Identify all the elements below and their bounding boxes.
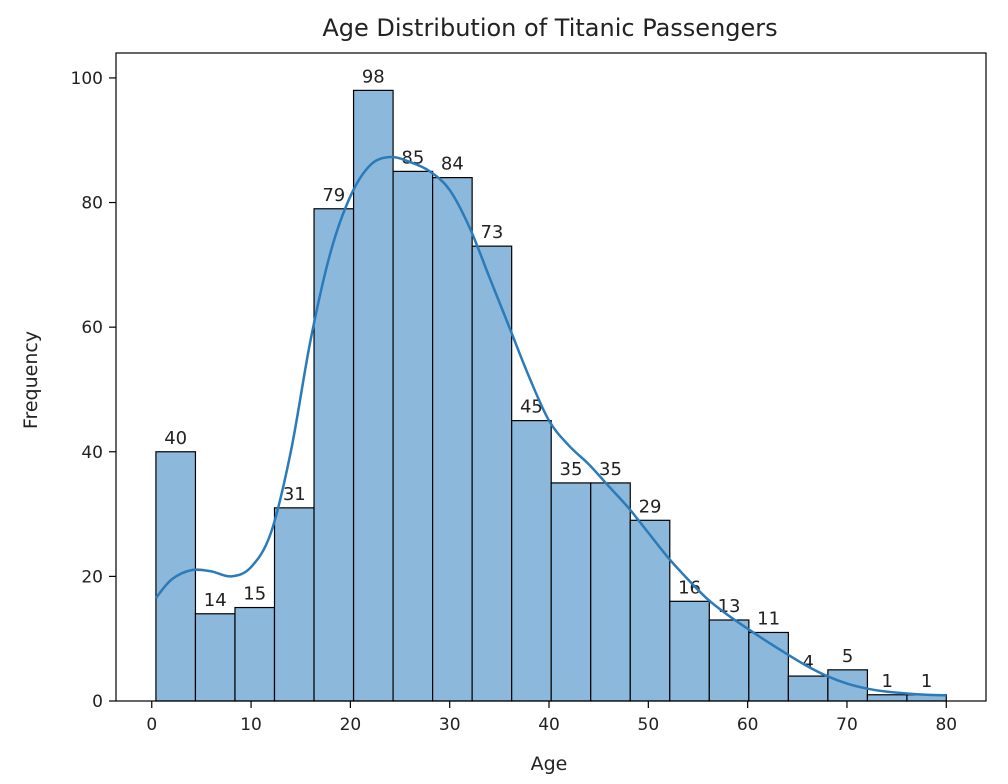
bar-value-label: 4 xyxy=(802,652,813,673)
bar-value-label: 31 xyxy=(283,484,306,505)
histogram-bar xyxy=(234,606,276,702)
bar-value-label: 98 xyxy=(362,66,385,87)
histogram-bar xyxy=(471,245,513,702)
histogram-bar xyxy=(550,482,592,702)
histogram-bar xyxy=(392,170,434,702)
x-tick-label: 40 xyxy=(538,715,560,735)
bar-value-label: 79 xyxy=(322,185,345,206)
y-axis-ticks: 0 20 40 60 80 100 xyxy=(71,69,116,712)
y-tick-label: 0 xyxy=(92,692,103,712)
histogram-bar xyxy=(669,600,710,702)
x-tick-label: 60 xyxy=(737,715,759,735)
y-tick-label: 100 xyxy=(71,69,103,89)
bar-value-label: 5 xyxy=(842,646,853,667)
y-tick-label: 40 xyxy=(81,443,103,463)
histogram-bar xyxy=(787,675,829,702)
bar-value-label: 14 xyxy=(204,590,227,611)
histogram-bar xyxy=(273,507,315,702)
histogram-bar xyxy=(432,177,473,702)
histogram-bar xyxy=(511,420,552,702)
chart-title: Age Distribution of Titanic Passengers xyxy=(322,14,777,42)
bar-value-label: 16 xyxy=(678,577,701,598)
plot-frame xyxy=(115,52,987,702)
histogram-bar xyxy=(313,208,355,702)
y-tick-label: 80 xyxy=(81,194,103,214)
x-tick-label: 80 xyxy=(935,715,957,735)
x-tick-label: 50 xyxy=(638,715,660,735)
histogram-bar xyxy=(827,669,869,702)
histogram-bar xyxy=(629,519,671,702)
x-axis-ticks: 0 10 20 30 40 50 60 70 80 xyxy=(146,701,957,735)
bar-value-label: 1 xyxy=(921,671,932,692)
bars-group xyxy=(155,89,947,702)
y-tick-label: 20 xyxy=(81,567,103,587)
bar-value-label: 15 xyxy=(243,584,266,605)
histogram-bar xyxy=(866,694,908,702)
bar-value-label: 45 xyxy=(520,397,543,418)
histogram-bar xyxy=(352,89,394,702)
x-axis-label: Age xyxy=(531,753,568,775)
bar-value-label: 29 xyxy=(639,496,662,517)
bar-value-label: 85 xyxy=(401,147,424,168)
bar-value-label: 1 xyxy=(881,671,892,692)
y-tick-label: 60 xyxy=(81,318,103,338)
x-tick-label: 0 xyxy=(146,715,157,735)
histogram-bar xyxy=(590,482,631,702)
bar-value-label: 73 xyxy=(480,222,503,243)
bar-value-label: 84 xyxy=(441,154,464,175)
x-tick-label: 70 xyxy=(836,715,858,735)
bar-value-label: 35 xyxy=(599,459,622,480)
bar-value-label: 11 xyxy=(757,608,780,629)
x-tick-label: 10 xyxy=(240,715,262,735)
histogram-bar xyxy=(708,619,750,702)
x-tick-label: 20 xyxy=(340,715,362,735)
kde-curve xyxy=(154,155,947,697)
histogram-bar xyxy=(194,613,236,702)
x-tick-label: 30 xyxy=(439,715,461,735)
bar-value-label: 40 xyxy=(164,428,187,449)
bar-value-label: 13 xyxy=(718,596,741,617)
y-axis-label: Frequency xyxy=(20,331,42,429)
bar-value-label: 35 xyxy=(560,459,583,480)
